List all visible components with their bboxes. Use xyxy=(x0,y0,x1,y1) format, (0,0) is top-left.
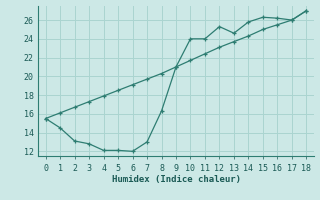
X-axis label: Humidex (Indice chaleur): Humidex (Indice chaleur) xyxy=(111,175,241,184)
